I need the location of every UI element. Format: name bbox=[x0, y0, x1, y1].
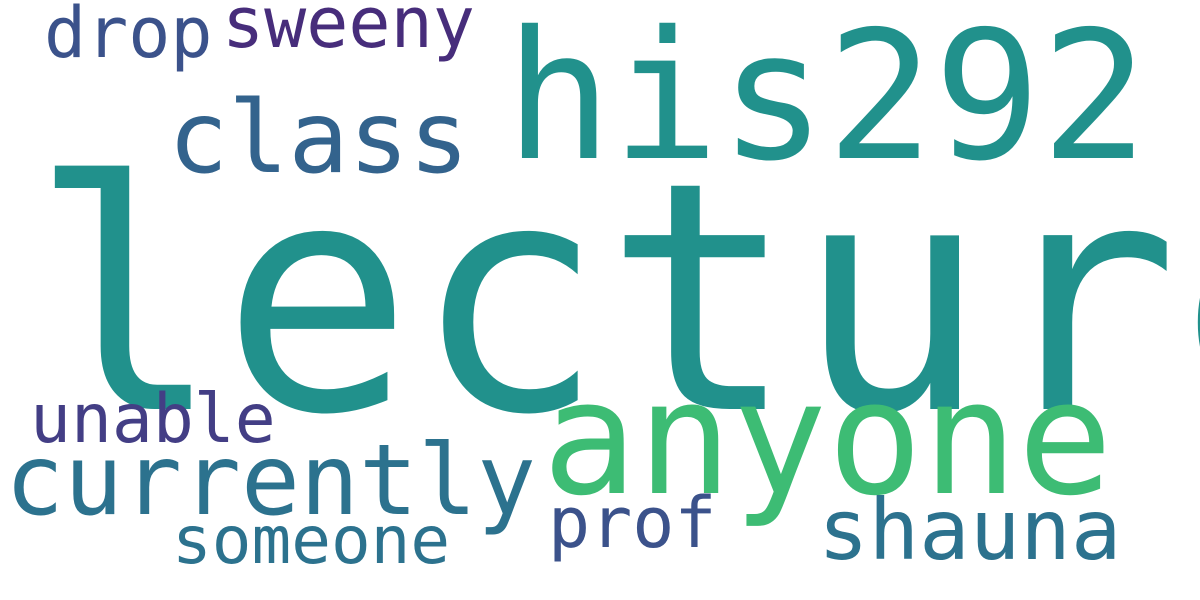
word-drop: drop bbox=[44, 0, 213, 74]
word-someone: someone bbox=[172, 502, 451, 579]
word-sweeny: sweeny bbox=[222, 0, 475, 64]
word-his292: his292 bbox=[505, 0, 1148, 200]
word-unable: unable bbox=[30, 380, 276, 459]
word-shauna: shauna bbox=[818, 481, 1122, 579]
word-currently: currently bbox=[5, 424, 537, 538]
word-lecture: lecture bbox=[30, 114, 1200, 484]
word-class: class bbox=[168, 79, 470, 196]
word-prof: prof bbox=[548, 482, 717, 564]
word-anyone: anyone bbox=[542, 347, 1113, 531]
